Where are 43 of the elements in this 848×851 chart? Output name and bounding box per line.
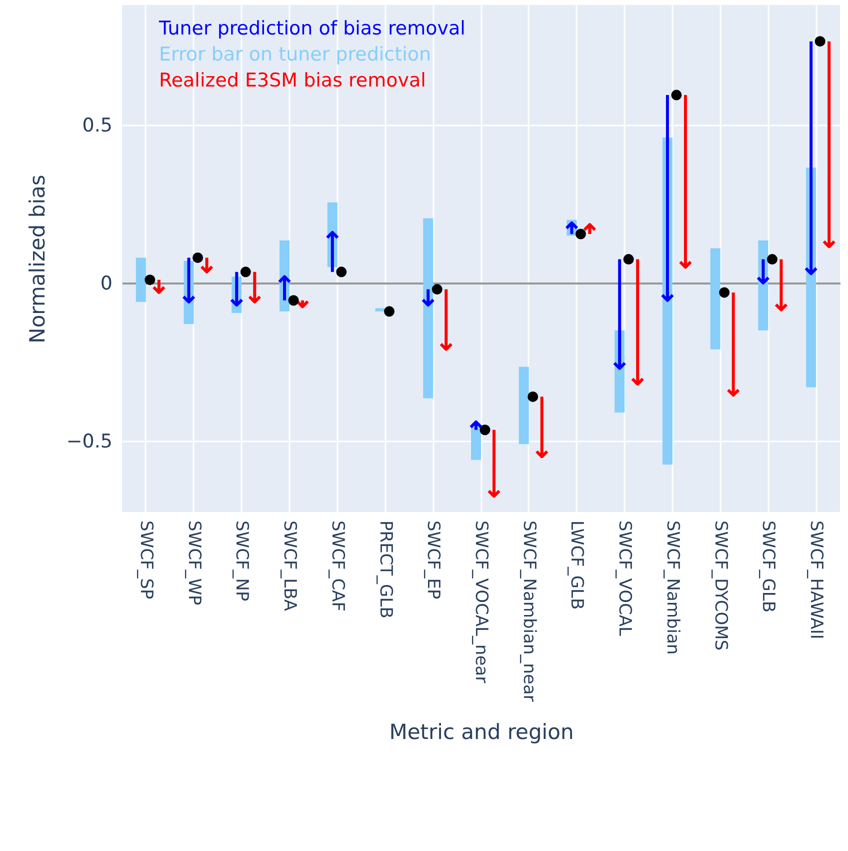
point xyxy=(144,274,156,286)
x-tick-label: SWCF_NP xyxy=(232,520,252,602)
point xyxy=(719,287,730,298)
point xyxy=(623,254,634,265)
x-tick-label: LWCF_GLB xyxy=(566,520,587,610)
point xyxy=(575,228,586,240)
y-tick-label: 0.5 xyxy=(82,114,112,137)
x-tick-label: SWCF_WP xyxy=(184,520,204,606)
y-axis-title: Normalized bias xyxy=(25,174,50,344)
point xyxy=(192,252,204,263)
bar xyxy=(423,218,434,398)
point xyxy=(528,391,538,402)
bar xyxy=(136,258,146,302)
y-tick-label: 0 xyxy=(100,272,112,294)
point xyxy=(480,424,490,436)
x-tick-label: SWCF_GLB xyxy=(758,520,778,613)
x-tick-label: SWCF_LBA xyxy=(280,520,300,612)
point xyxy=(336,266,347,278)
point xyxy=(240,266,251,278)
bar xyxy=(710,248,720,350)
text: Realized E3SM bias removal xyxy=(159,70,426,92)
x-tick-label: SWCF_DYCOMS xyxy=(710,520,730,651)
x-tick-label: SWCF_Nambian xyxy=(662,520,682,655)
x-tick-label: SWCF_CAF xyxy=(327,520,348,612)
y-tick-label: −0.5 xyxy=(66,430,112,452)
point xyxy=(288,295,299,306)
point xyxy=(671,90,682,100)
point xyxy=(814,36,826,47)
point xyxy=(766,254,778,265)
x-axis-title: Metric and region xyxy=(389,720,574,744)
bar xyxy=(471,426,481,460)
x-tick-label: SWCF_VOCAL xyxy=(614,520,635,636)
x-tick-label: SWCF_HAWAII xyxy=(806,520,826,640)
text: Tuner prediction of bias removal xyxy=(158,18,466,40)
point xyxy=(384,306,395,317)
point xyxy=(432,284,442,295)
x-tick-label: SWCF_SP xyxy=(136,520,156,600)
x-tick-label: SWCF_Nambian_near xyxy=(518,520,539,702)
x-tick-label: SWCF_VOCAL_near xyxy=(471,520,491,684)
bar xyxy=(518,366,529,444)
text: Error bar on tuner prediction xyxy=(159,44,432,66)
x-tick-label: SWCF_EP xyxy=(423,520,444,600)
x-tick-label: PRECT_GLB xyxy=(375,520,396,618)
